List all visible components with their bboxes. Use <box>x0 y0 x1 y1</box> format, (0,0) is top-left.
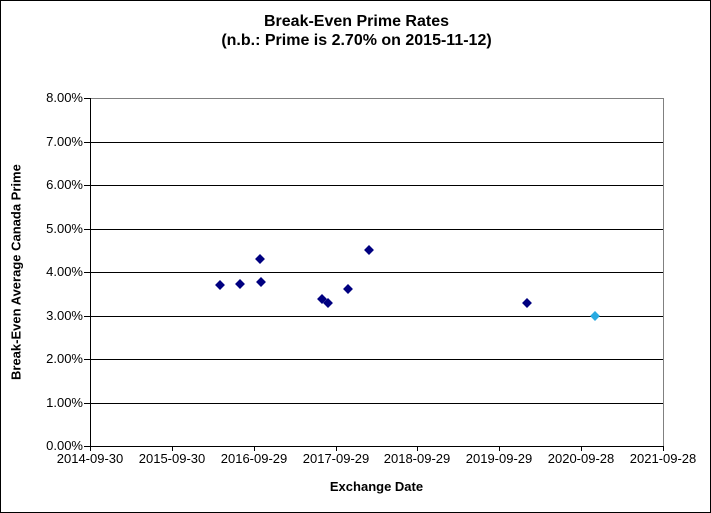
x-tick-label: 2018-09-29 <box>383 451 451 466</box>
gridline <box>91 272 663 273</box>
x-tick-label: 2019-09-29 <box>465 451 533 466</box>
y-tick-label: 3.00% <box>46 308 83 323</box>
x-tick-mark <box>663 447 664 451</box>
plot-border-top <box>90 98 664 99</box>
x-tick-label: 2021-09-28 <box>629 451 697 466</box>
y-tick-label: 5.00% <box>46 221 83 236</box>
gridline <box>91 403 663 404</box>
gridline <box>91 185 663 186</box>
y-tick-label: 7.00% <box>46 134 83 149</box>
y-tick-label: 4.00% <box>46 264 83 279</box>
x-tick-label: 2015-09-30 <box>138 451 206 466</box>
x-tick-label: 2016-09-29 <box>220 451 288 466</box>
x-tick-mark <box>254 447 255 451</box>
y-tick-label: 8.00% <box>46 90 83 105</box>
chart-title-block: Break-Even Prime Rates (n.b.: Prime is 2… <box>1 12 710 50</box>
y-axis-line <box>90 98 91 447</box>
y-tick-mark <box>84 185 90 186</box>
plot-border-right <box>663 98 664 447</box>
x-axis-line <box>90 446 664 447</box>
x-tick-label: 2020-09-28 <box>547 451 615 466</box>
y-tick-mark <box>84 359 90 360</box>
x-tick-label: 2014-09-30 <box>56 451 124 466</box>
x-tick-mark <box>581 447 582 451</box>
y-tick-mark <box>84 272 90 273</box>
y-tick-label: 0.00% <box>46 438 83 453</box>
y-tick-mark <box>84 403 90 404</box>
y-tick-label: 2.00% <box>46 351 83 366</box>
x-tick-mark <box>499 447 500 451</box>
gridline <box>91 229 663 230</box>
chart-subtitle: (n.b.: Prime is 2.70% on 2015-11-12) <box>221 32 492 49</box>
x-axis-title: Exchange Date <box>329 479 424 494</box>
x-tick-mark <box>336 447 337 451</box>
y-tick-label: 1.00% <box>46 395 83 410</box>
y-tick-label: 6.00% <box>46 177 83 192</box>
gridline <box>91 316 663 317</box>
y-tick-mark <box>84 316 90 317</box>
y-tick-mark <box>84 98 90 99</box>
y-tick-mark <box>84 229 90 230</box>
chart-title: Break-Even Prime Rates <box>264 13 449 30</box>
x-tick-mark <box>417 447 418 451</box>
gridline <box>91 142 663 143</box>
y-tick-mark <box>84 142 90 143</box>
gridline <box>91 359 663 360</box>
x-tick-mark <box>90 447 91 451</box>
x-tick-mark <box>172 447 173 451</box>
y-tick-mark <box>84 446 90 447</box>
x-tick-label: 2017-09-29 <box>302 451 370 466</box>
